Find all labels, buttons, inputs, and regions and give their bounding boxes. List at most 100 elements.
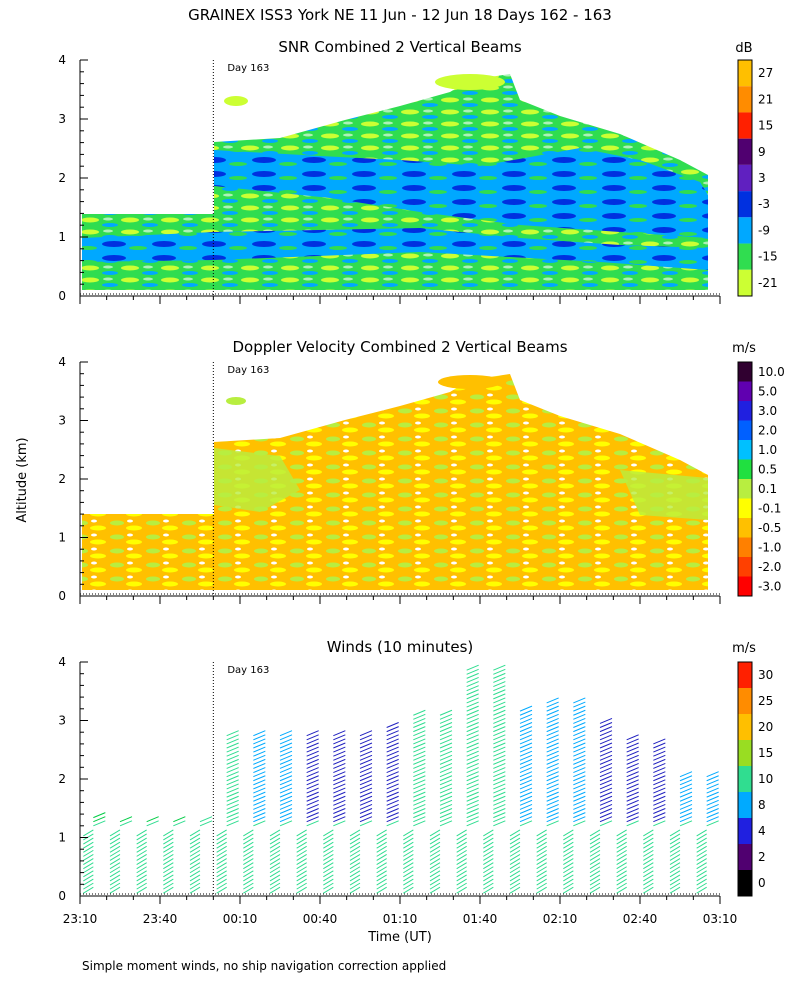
wind-barb (136, 862, 147, 870)
wind-barb (589, 841, 601, 849)
wind-barb (466, 672, 479, 679)
wind-profile (323, 730, 346, 894)
wind-barb (439, 783, 453, 790)
wind-barb (439, 812, 453, 819)
wind-barb (546, 730, 559, 737)
wind-barb (226, 808, 239, 814)
wind-barb (519, 767, 533, 774)
wind-profile (83, 812, 106, 894)
wind-profile (109, 816, 133, 894)
wind-barb (333, 738, 346, 745)
wind-barb (616, 837, 627, 845)
wind-barb (573, 779, 586, 786)
wind-barb (509, 870, 521, 878)
wind-barb (439, 791, 453, 798)
wind-barb (456, 829, 467, 837)
wind-barb (109, 882, 121, 890)
colorbar-swatch (738, 576, 752, 596)
wind-barb (279, 730, 293, 737)
wind-barb (643, 862, 654, 870)
y-tick-label: 1 (58, 230, 66, 244)
colorbar-swatch (738, 518, 752, 538)
wind-barb (483, 841, 494, 849)
wind-barb (493, 767, 506, 774)
wind-barb (269, 854, 281, 861)
wind-barb (653, 795, 666, 802)
x-tick-label: 02:10 (543, 912, 578, 926)
wind-barb (456, 878, 467, 886)
wind-barb (546, 816, 559, 823)
wind-barb (413, 730, 426, 737)
wind-barb (413, 791, 426, 798)
wind-barb (679, 808, 693, 814)
wind-barb (706, 799, 719, 806)
wind-barb (306, 734, 319, 741)
wind-barb (679, 779, 693, 786)
wind-barb (333, 783, 346, 790)
wind-barb (493, 799, 506, 806)
doppler-data-field (82, 374, 708, 590)
wind-barb (626, 791, 639, 798)
wind-barb (466, 812, 479, 819)
wind-barb (226, 771, 239, 778)
wind-barb (493, 758, 506, 765)
wind-profile (669, 771, 693, 894)
wind-barb (269, 882, 281, 890)
wind-barb (189, 833, 201, 841)
wind-barb (573, 783, 586, 790)
wind-barb (413, 795, 426, 802)
colorbar-swatch (738, 766, 752, 792)
wind-barb (493, 820, 506, 827)
snr-unit-label: dB (735, 41, 752, 56)
wind-barb (616, 866, 627, 874)
wind-barb (83, 870, 94, 878)
wind-profile (163, 816, 186, 894)
wind-barb (599, 750, 613, 757)
wind-barb (413, 771, 426, 778)
wind-profile (456, 664, 479, 894)
wind-barb (83, 837, 94, 845)
snr-low-layer (214, 148, 708, 238)
wind-barb (616, 849, 627, 857)
wind-barb (376, 874, 387, 882)
wind-barb (696, 858, 707, 865)
wind-barb (493, 812, 506, 819)
wind-barb (216, 862, 227, 870)
wind-barb (413, 713, 426, 720)
wind-barb (163, 858, 174, 865)
colorbar-swatch (738, 269, 752, 296)
wind-barb (519, 734, 533, 741)
wind-barb (136, 849, 147, 857)
y-tick-label: 4 (58, 655, 66, 669)
wind-barb (226, 779, 239, 786)
wind-barb (253, 767, 266, 774)
wind-barb (306, 767, 319, 774)
x-axis-label: Time (UT) (367, 930, 432, 945)
wind-barb (493, 738, 506, 745)
wind-barb (296, 886, 307, 894)
wind-barb (109, 837, 121, 845)
wind-barb (546, 713, 559, 720)
wind-barb (599, 799, 613, 806)
wind-barb (296, 829, 307, 837)
wind-barb (616, 833, 627, 841)
colorbar-swatch (738, 870, 752, 896)
wind-barb (83, 829, 94, 837)
wind-barb (163, 886, 174, 894)
wind-barb (573, 746, 586, 753)
wind-profile (403, 709, 426, 894)
wind-profile (643, 738, 666, 894)
wind-barb (519, 771, 533, 778)
y-tick-label: 0 (58, 289, 66, 303)
wind-barb (563, 866, 574, 874)
wind-barb (616, 874, 627, 882)
wind-barb (189, 870, 201, 878)
wind-barb (359, 816, 373, 823)
wind-barb (403, 882, 414, 890)
wind-barb (243, 870, 254, 878)
wind-barb (333, 808, 346, 814)
wind-barb (349, 849, 361, 857)
wind-barb (653, 803, 666, 810)
wind-barb (333, 754, 346, 761)
